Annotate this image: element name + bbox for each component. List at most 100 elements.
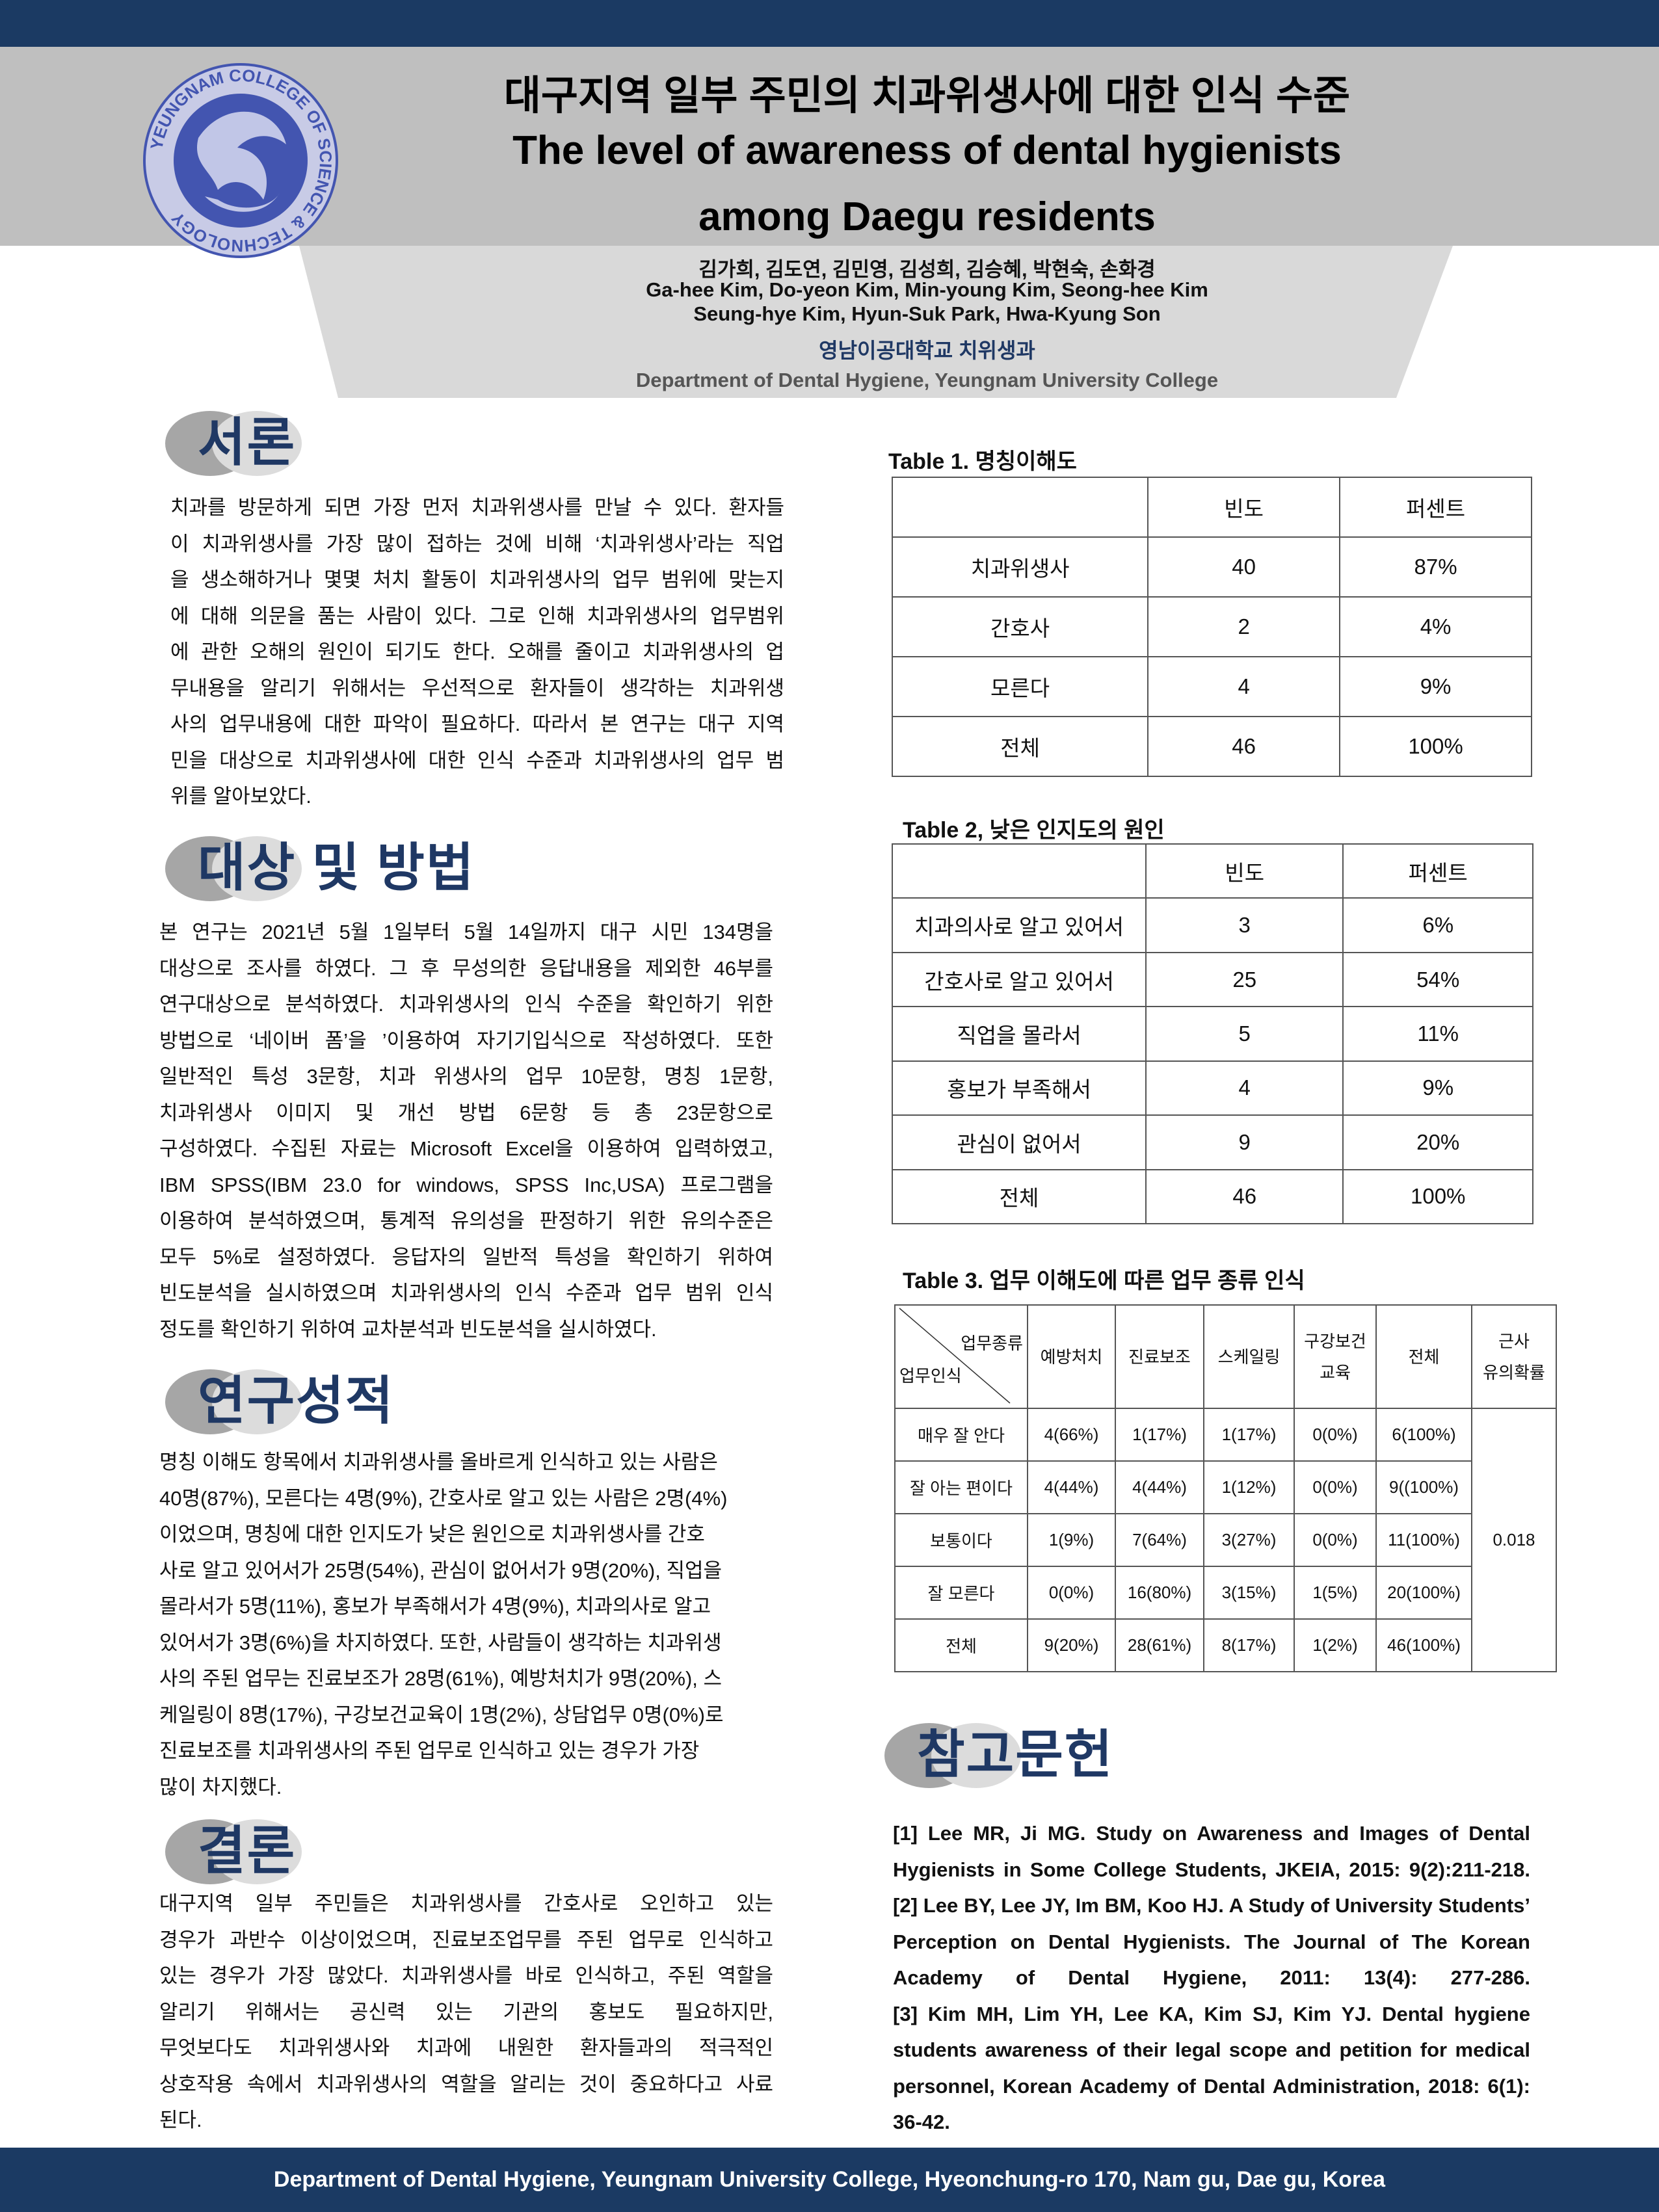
table-cell: 0(0%) <box>1027 1566 1116 1620</box>
table-cell: 100% <box>1342 1168 1533 1225</box>
table-row: 전체 9(20%) 28(61%) 8(17%) 1(2%) 46(100%) <box>894 1618 1556 1672</box>
text-line: 알리기 위해서는 공신력 있는 기관의 홍보도 필요하지만, <box>159 2000 773 2023</box>
text-line: 이용하여 분석하였으며, 통계적 유의성을 판정하기 위한 유의수준은 <box>159 1209 773 1232</box>
table-cell: 1(5%) <box>1294 1566 1377 1620</box>
table-row: 관심이 없어서 9 20% <box>891 1114 1533 1170</box>
text-line: 방법으로 ‘네이버 폼’을 ’이용하여 자기기입식으로 작성하였다. 또한 <box>159 1029 773 1052</box>
references-list: [1] Lee MR, Ji MG. Study on Awareness an… <box>893 1815 1530 2140</box>
table-cell: 잘 모른다 <box>894 1566 1028 1620</box>
heading-bubble-light <box>212 836 302 901</box>
table-row: 전체 46 100% <box>891 716 1532 777</box>
heading-introduction: 서론 <box>165 411 620 482</box>
conclusion-text: 대구지역 일부 주민들은 치과위생사를 간호사로 오인하고 있는 경우가 과반수 … <box>159 1886 773 2139</box>
text-line: 위를 알아보았다. <box>170 785 312 808</box>
text-line: 빈도분석을 실시하였으며 치과위생사의 인식 수준과 업무 범위 인식 <box>159 1282 773 1304</box>
header-cell: 전체 <box>1375 1304 1472 1409</box>
heading-bubble-light <box>931 1723 1021 1788</box>
table1-caption: Table 1. 명칭이해도 <box>888 449 1077 474</box>
table-cell: 직업을 몰라서 <box>891 1006 1147 1062</box>
table-cell: 9((100%) <box>1375 1460 1472 1514</box>
table-row: 잘 아는 편이다 4(44%) 4(44%) 1(12%) 0(0%) 9((100%) <box>894 1460 1556 1514</box>
table-cell: 3 <box>1145 897 1344 953</box>
table-cell: 87% <box>1339 536 1532 598</box>
table-cell: 100% <box>1339 716 1532 777</box>
table2-low-awareness-causes: 빈도 퍼센트 치과의사로 알고 있어서 3 6% 간호사로 알고 있어서 25 54% 직업을 … <box>891 843 1533 1225</box>
table-cell: 4 <box>1147 656 1341 717</box>
table-cell: 2 <box>1147 596 1341 657</box>
text-line: personnel, Korean Academy of Dental Admi… <box>893 2074 1530 2098</box>
table-cell: 9% <box>1339 656 1532 717</box>
table-cell: 4(66%) <box>1027 1408 1116 1462</box>
table-cell: 4(44%) <box>1027 1460 1116 1514</box>
text-line: 이 치과위생사를 가장 많이 접하는 것에 비해 ‘치과위생사’라는 직업 <box>170 532 784 555</box>
header-text: 근사 <box>1498 1331 1530 1351</box>
heading-references: 참고문헌 <box>884 1723 1340 1795</box>
title-english-line2: among Daegu residents <box>698 194 1156 239</box>
table-cell: 전체 <box>891 716 1149 777</box>
heading-text: 대상 및 방법 <box>198 839 475 897</box>
table-cell: 치과위생사 <box>891 536 1149 598</box>
text-line: 대상으로 조사를 하였다. 그 후 무성의한 응답내용을 제외한 46부를 <box>159 956 773 980</box>
table-row: 보통이다 1(9%) 7(64%) 3(27%) 0(0%) 11(100%) <box>894 1513 1556 1567</box>
table1-name-understanding: 빈도 퍼센트 치과위생사 40 87% 간호사 2 4% 모른다 4 9% 전체 46 100% <box>891 477 1532 777</box>
authors-english-line2: Seung-hye Kim, Hyun-Suk Park, Hwa-Kyung … <box>693 302 1161 325</box>
text-line: 민을 대상으로 치과위생사에 대한 인식 수준과 치과위생사의 업무 범 <box>170 748 784 772</box>
table-cell: 홍보가 부족해서 <box>891 1060 1147 1116</box>
table2-caption: Table 2, 낮은 인지도의 원인 <box>903 818 1165 843</box>
header-cell: 진료보조 <box>1115 1304 1204 1409</box>
text-line: 사의 업무내용에 대한 파악이 필요하다. 따라서 본 연구는 대구 지역 <box>170 713 784 735</box>
header-cell: 구강보건 교육 <box>1294 1304 1377 1409</box>
text-line: 있어서가 3명(6%)을 차지하였다. 또한, 사람들이 생각하는 치과위생 <box>159 1631 722 1654</box>
header-cell: 빈도 <box>1147 477 1341 538</box>
table-cell: 보통이다 <box>894 1513 1028 1567</box>
text-line: 많이 차지했다. <box>159 1775 282 1798</box>
methods-text: 본 연구는 2021년 5월 1일부터 5월 14일까지 대구 시민 134명을… <box>159 914 773 1347</box>
text-line: 본 연구는 2021년 5월 1일부터 5월 14일까지 대구 시민 134명을 <box>159 921 773 943</box>
table-cell: 25 <box>1145 951 1344 1008</box>
text-line: 있는 경우가 가장 많았다. 치과위생사를 바로 인식하고, 주된 역할을 <box>159 1964 773 1987</box>
table-header-row: 업무종류 업무인식 예방처치 진료보조 스케일링 구강보건 교육 전체 근사 유의확률 <box>894 1304 1557 1409</box>
text-line: 경우가 과반수 이상이었으며, 진료보조업무를 주된 업무로 인식하고 <box>159 1928 773 1951</box>
header-text: 유의확률 <box>1483 1362 1545 1382</box>
text-line: 40명(87%), 모른다는 4명(9%), 간호사로 알고 있는 사람은 2명… <box>159 1486 728 1510</box>
table-cell: 9% <box>1342 1060 1533 1116</box>
table-cell: 0(0%) <box>1294 1513 1377 1567</box>
corner-top-label: 업무종류 <box>961 1334 1023 1353</box>
table3-caption: Table 3. 업무 이해도에 따른 업무 종류 인식 <box>903 1269 1305 1293</box>
header-cell: 스케일링 <box>1203 1304 1295 1409</box>
table-cell: 11% <box>1342 1006 1533 1062</box>
table-cell: 잘 아는 편이다 <box>894 1460 1028 1514</box>
table-cell: 20(100%) <box>1375 1566 1472 1620</box>
affiliation-english: Department of Dental Hygiene, Yeungnam U… <box>635 369 1219 391</box>
header-cell: 빈도 <box>1145 843 1344 899</box>
text-line: 이었으며, 명칭에 대한 인지도가 낮은 원인으로 치과위생사를 간호 <box>159 1523 705 1546</box>
table-cell: 46 <box>1147 716 1341 777</box>
table-cell: 46 <box>1145 1168 1344 1225</box>
table-cell: 9(20%) <box>1027 1618 1116 1672</box>
table-cell: 4% <box>1339 596 1532 657</box>
college-logo: YEUNGNAM COLLEGE OF SCIENCE & TECHNOLOGY <box>143 63 338 258</box>
title-korean: 대구지역 일부 주민의 치과위생사에 대한 인식 수준 <box>503 73 1351 118</box>
text-line: 케일링이 8명(17%), 구강보건교육이 1명(2%), 상담업무 0명(0%… <box>159 1703 724 1726</box>
table3-work-type-awareness: 업무종류 업무인식 예방처치 진료보조 스케일링 구강보건 교육 전체 근사 유의확률 매우 잘 안… <box>894 1304 1557 1672</box>
table-cell: 전체 <box>891 1168 1147 1225</box>
affiliation-korean: 영남이공대학교 치위생과 <box>819 339 1035 362</box>
text-line: Perception on Dental Hygienists. The Jou… <box>893 1930 1530 1953</box>
text-line: 치과위생사 이미지 및 개선 방법 6문항 등 총 23문항으로 <box>159 1101 773 1124</box>
text-line: 치과를 방문하게 되면 가장 먼저 치과위생사를 만날 수 있다. 환자들 <box>170 496 784 519</box>
heading-text: 서론 <box>198 414 297 471</box>
table-row: 간호사 2 4% <box>891 596 1532 657</box>
heading-bubble-light <box>212 411 302 476</box>
text-line: 정도를 확인하기 위하여 교차분석과 빈도분석을 실시하였다. <box>159 1317 657 1341</box>
table-cell: 20% <box>1342 1114 1533 1170</box>
text-line: 된다. <box>159 2109 202 2131</box>
table-cell: 6% <box>1342 897 1533 953</box>
text-line: 무엇보다도 치과위생사와 치과에 내원한 환자들과의 적극적인 <box>159 2036 773 2059</box>
authors-english-line1: Ga-hee Kim, Do-yeon Kim, Min-young Kim, … <box>646 278 1208 301</box>
table-cell: 40 <box>1147 536 1341 598</box>
table-cell: 매우 잘 안다 <box>894 1408 1028 1462</box>
table-cell: 16(80%) <box>1115 1566 1204 1620</box>
table-cell: 1(9%) <box>1027 1513 1116 1567</box>
table-row: 직업을 몰라서 5 11% <box>891 1006 1533 1062</box>
